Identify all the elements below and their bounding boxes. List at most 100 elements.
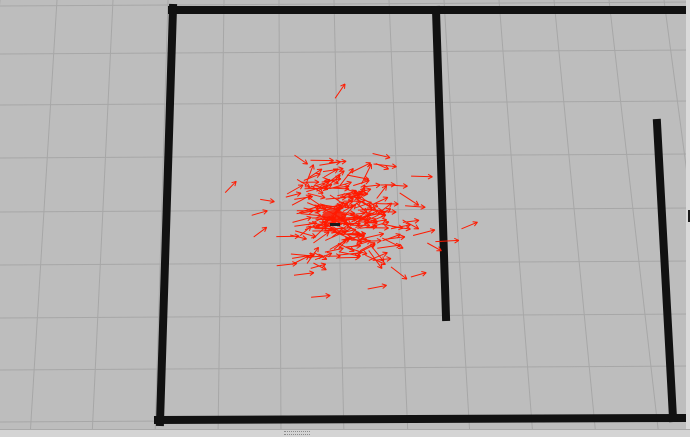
particle-arrow — [369, 196, 389, 207]
particle-arrow — [346, 174, 370, 182]
right-panel-edge — [686, 0, 690, 429]
particle-arrow — [357, 237, 382, 244]
particle-arrow — [348, 187, 372, 196]
particle-arrow — [224, 180, 237, 193]
particle-arrow — [324, 246, 344, 253]
bottom-status-strip — [0, 429, 690, 437]
particle-arrow — [260, 198, 275, 204]
particle-arrow — [324, 228, 341, 235]
grid-line-horizontal — [0, 365, 690, 371]
particle-arrow — [338, 216, 359, 222]
map-walls — [153, 3, 689, 427]
particle-arrow — [371, 214, 387, 222]
particle-arrow — [435, 237, 460, 244]
particle-arrow — [253, 226, 268, 238]
grid-line-vertical — [278, 0, 282, 437]
particle-arrow — [347, 247, 368, 256]
grid-line-vertical — [91, 0, 114, 437]
particle-arrow — [296, 208, 321, 214]
particle-arrow — [399, 192, 420, 206]
particle-arrow — [292, 215, 312, 223]
particle-arrow — [322, 176, 339, 185]
particle-arrow — [304, 164, 315, 187]
particle-arrow — [295, 230, 317, 239]
grid-line-horizontal — [0, 1, 690, 7]
grid-line-horizontal — [0, 260, 690, 266]
particle-arrow — [309, 168, 323, 178]
particle-arrow — [351, 190, 369, 197]
grid-line-vertical — [498, 0, 534, 437]
particle-arrow — [461, 221, 478, 230]
particle-arrow — [376, 185, 388, 199]
particle-arrow — [368, 250, 383, 269]
particle-arrow — [339, 231, 361, 238]
particle-arrow — [339, 167, 354, 186]
particle-arrow — [330, 158, 347, 165]
panel-edge-marker — [688, 210, 690, 222]
particle-arrow — [359, 242, 376, 252]
particle-arrow — [286, 184, 304, 195]
particle-arrow — [375, 201, 399, 207]
particle-arrow — [372, 153, 391, 160]
particle-arrow — [310, 157, 334, 164]
particle-arrow — [412, 228, 436, 236]
particle-arrow — [337, 254, 360, 261]
particle-arrow — [334, 83, 346, 99]
particle-arrow — [290, 234, 307, 241]
particle-arrow — [307, 192, 326, 200]
particle-arrow — [361, 163, 372, 185]
particle-arrow — [344, 243, 362, 249]
particle-arrow — [251, 209, 268, 216]
particle-arrow — [294, 194, 313, 200]
particle-arrow — [402, 219, 420, 230]
grid-line-vertical — [443, 0, 471, 437]
grid-line-vertical — [663, 0, 690, 200]
particle-arrow — [390, 222, 411, 230]
wall-right-segment — [652, 118, 678, 423]
particle-arrow — [361, 200, 377, 211]
particle-arrow — [373, 163, 397, 170]
panel-resize-handle[interactable] — [284, 431, 310, 435]
particle-arrow — [306, 246, 319, 264]
particle-arrow — [342, 200, 362, 213]
wall-middle-divider — [431, 5, 451, 322]
particle-arrow — [362, 217, 378, 224]
grid-line-horizontal — [0, 49, 690, 55]
particle-arrow — [311, 293, 331, 299]
particle-arrow — [294, 154, 309, 165]
particle-arrow — [322, 166, 344, 173]
particle-arrow — [316, 183, 333, 192]
particle-arrow — [351, 222, 371, 229]
particle-arrow — [306, 253, 324, 260]
particle-arrow — [321, 204, 344, 211]
wall-left — [155, 3, 178, 427]
particle-arrow — [367, 283, 387, 290]
particle-arrow — [296, 208, 314, 215]
grid-line-horizontal — [0, 100, 690, 106]
particle-arrow — [384, 183, 408, 189]
particle-arrow — [313, 231, 330, 244]
grid-line-vertical — [553, 0, 597, 437]
particle-arrow — [376, 209, 397, 215]
grid-line-vertical — [608, 0, 660, 437]
grid-line-vertical — [154, 0, 169, 437]
particle-arrow — [293, 270, 315, 277]
grid-line-vertical — [388, 0, 409, 437]
grid-line-vertical — [29, 0, 58, 437]
particle-arrow — [285, 191, 302, 198]
particle-arrow — [313, 262, 327, 271]
particle-arrow — [381, 237, 404, 249]
particle-arrow — [343, 220, 361, 227]
particle-arrow — [300, 179, 320, 186]
particle-arrow — [368, 251, 388, 261]
particle-arrow — [427, 242, 442, 252]
particle-arrow — [366, 225, 389, 231]
particle-arrow — [410, 271, 427, 278]
grid-line-vertical — [217, 0, 225, 437]
particle-arrow — [314, 252, 333, 261]
particle-arrow — [384, 234, 406, 241]
